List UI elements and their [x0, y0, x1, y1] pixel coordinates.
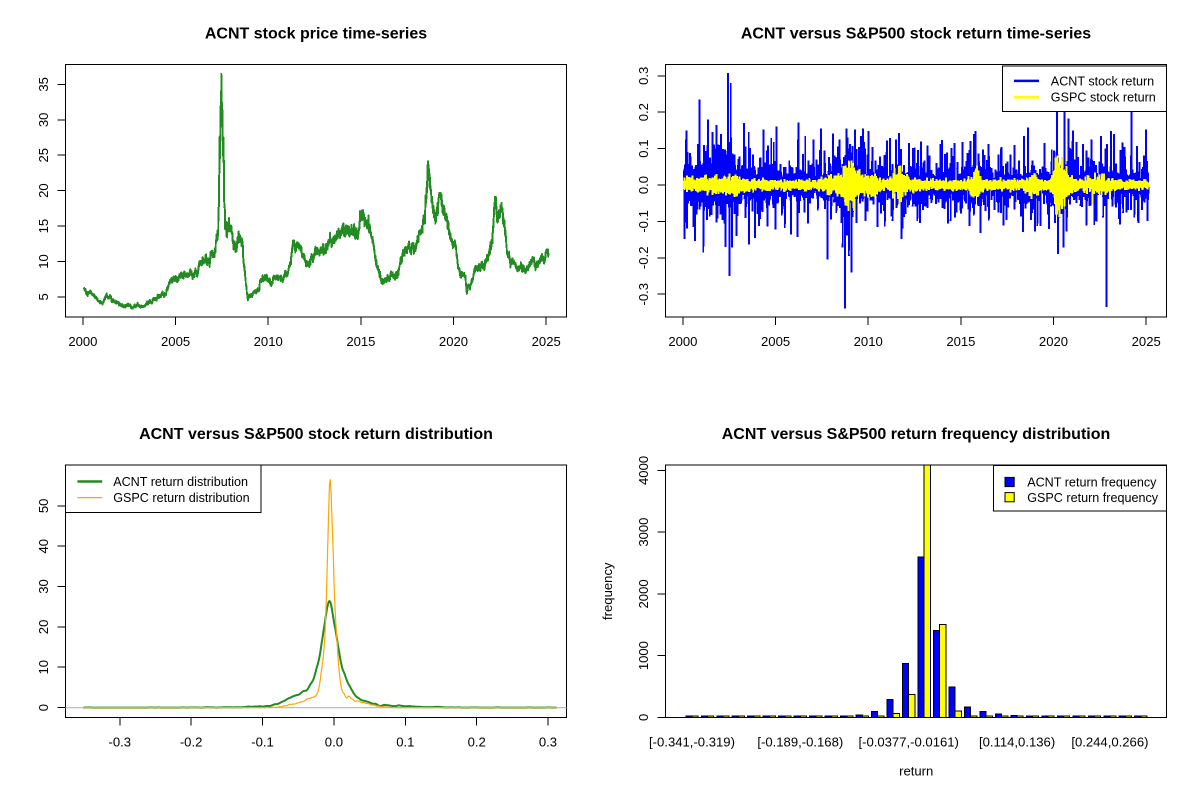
svg-text:0.0: 0.0 — [636, 176, 651, 194]
svg-text:20: 20 — [36, 620, 51, 635]
svg-text:2000: 2000 — [636, 579, 651, 608]
svg-text:GSPC return distribution: GSPC return distribution — [113, 491, 250, 505]
svg-text:2000: 2000 — [68, 334, 97, 349]
svg-text:0.2: 0.2 — [468, 734, 486, 749]
svg-text:2025: 2025 — [532, 334, 561, 349]
svg-text:2010: 2010 — [254, 334, 283, 349]
svg-text:GSPC stock return: GSPC stock return — [1051, 91, 1156, 105]
svg-text:[-0.0377,-0.0161): [-0.0377,-0.0161) — [858, 734, 958, 749]
svg-text:1000: 1000 — [636, 641, 651, 670]
svg-text:[-0.341,-0.319): [-0.341,-0.319) — [649, 734, 735, 749]
svg-text:25: 25 — [36, 148, 51, 163]
svg-text:0.1: 0.1 — [636, 139, 651, 157]
svg-text:2015: 2015 — [346, 334, 375, 349]
svg-text:ACNT return distribution: ACNT return distribution — [113, 475, 248, 489]
svg-text:0.3: 0.3 — [636, 67, 651, 85]
svg-text:ACNT versus S&P500 return freq: ACNT versus S&P500 return frequency dist… — [722, 426, 1111, 443]
svg-text:return: return — [899, 763, 933, 778]
svg-text:0.3: 0.3 — [539, 734, 557, 749]
svg-text:2005: 2005 — [161, 334, 190, 349]
svg-text:[0.244,0.266): [0.244,0.266) — [1071, 734, 1148, 749]
svg-text:20: 20 — [36, 183, 51, 198]
svg-text:[0.114,0.136): [0.114,0.136) — [979, 734, 1055, 749]
svg-text:2020: 2020 — [439, 334, 468, 349]
svg-text:-0.1: -0.1 — [251, 734, 274, 749]
svg-text:30: 30 — [36, 113, 51, 128]
svg-text:ACNT return frequency: ACNT return frequency — [1027, 476, 1157, 490]
svg-text:ACNT versus S&P500 stock retur: ACNT versus S&P500 stock return time-ser… — [741, 25, 1091, 42]
svg-text:35: 35 — [36, 77, 51, 92]
svg-text:0: 0 — [636, 714, 651, 721]
svg-text:ACNT stock price time-series: ACNT stock price time-series — [205, 25, 427, 42]
svg-text:GSPC return frequency: GSPC return frequency — [1027, 491, 1159, 505]
svg-text:30: 30 — [36, 579, 51, 594]
svg-text:50: 50 — [36, 499, 51, 514]
svg-text:frequency: frequency — [600, 562, 615, 620]
svg-text:40: 40 — [36, 539, 51, 554]
svg-text:0.2: 0.2 — [636, 103, 651, 121]
svg-text:0.1: 0.1 — [396, 734, 414, 749]
svg-text:-0.3: -0.3 — [109, 734, 132, 749]
svg-text:-0.1: -0.1 — [636, 210, 651, 233]
svg-text:2000: 2000 — [668, 334, 697, 349]
svg-text:ACNT stock return: ACNT stock return — [1051, 74, 1154, 88]
svg-text:-0.3: -0.3 — [636, 283, 651, 306]
svg-text:2020: 2020 — [1039, 334, 1068, 349]
svg-text:10: 10 — [36, 254, 51, 269]
svg-text:5: 5 — [36, 293, 51, 300]
svg-text:[-0.189,-0.168): [-0.189,-0.168) — [757, 734, 843, 749]
svg-text:3000: 3000 — [636, 518, 651, 547]
svg-text:15: 15 — [36, 219, 51, 234]
svg-text:2015: 2015 — [946, 334, 975, 349]
svg-text:4000: 4000 — [636, 456, 651, 485]
svg-text:2005: 2005 — [761, 334, 790, 349]
svg-text:ACNT versus S&P500 stock retur: ACNT versus S&P500 stock return distribu… — [139, 426, 493, 443]
svg-text:2010: 2010 — [854, 334, 883, 349]
svg-text:-0.2: -0.2 — [636, 247, 651, 270]
svg-text:0: 0 — [36, 704, 51, 711]
svg-text:10: 10 — [36, 660, 51, 675]
svg-text:0.0: 0.0 — [325, 734, 343, 749]
svg-text:2025: 2025 — [1132, 334, 1161, 349]
svg-text:-0.2: -0.2 — [180, 734, 203, 749]
